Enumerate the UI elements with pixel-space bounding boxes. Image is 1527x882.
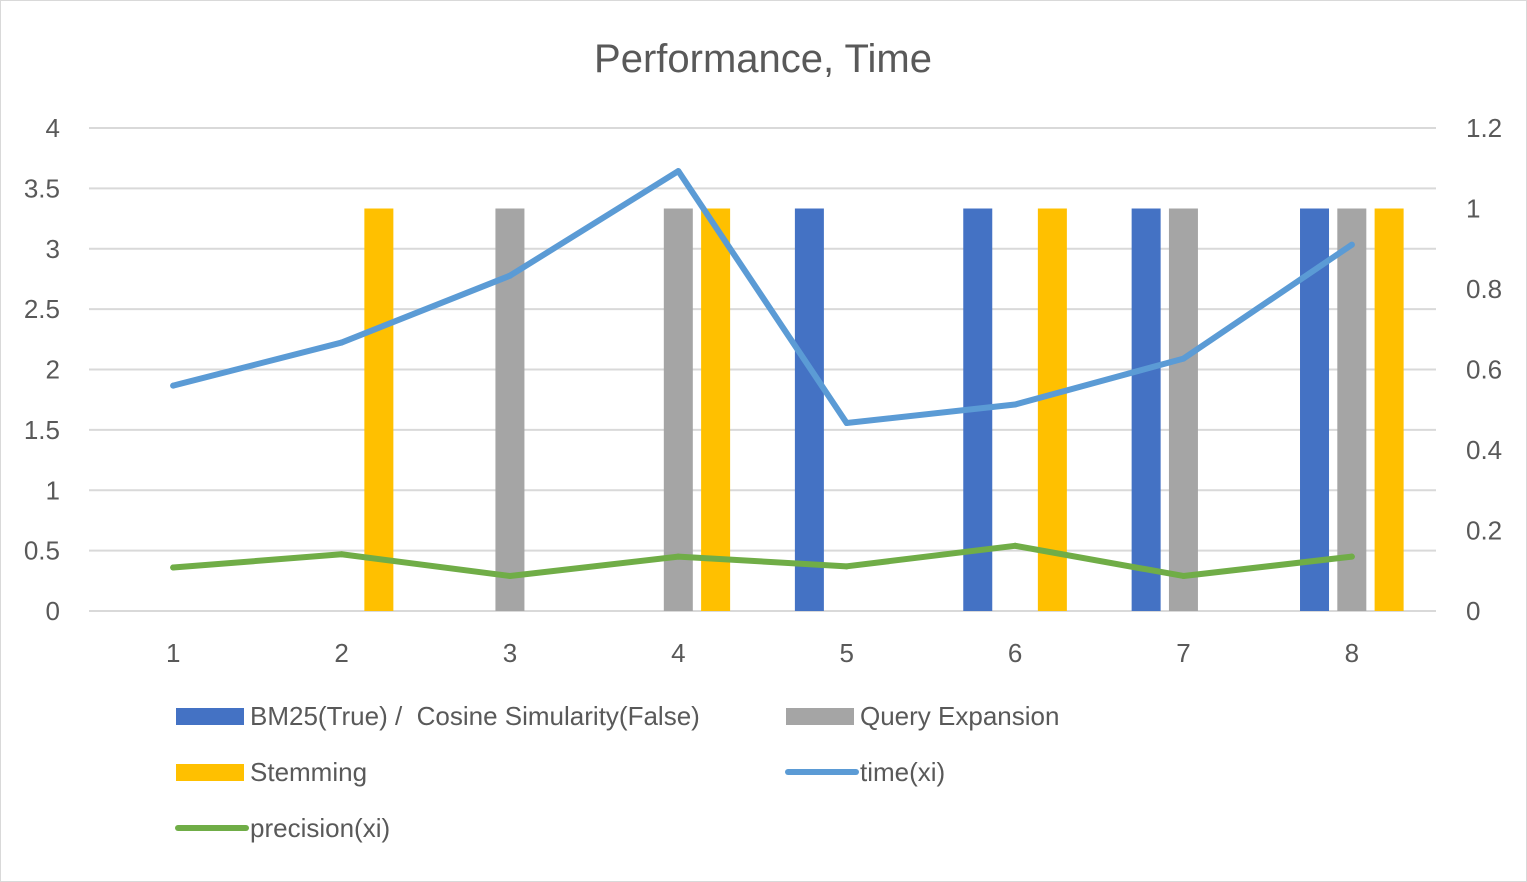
y-right-tick-label: 0 xyxy=(1466,596,1480,626)
y-right-tick-label: 1 xyxy=(1466,194,1480,224)
line-point xyxy=(1348,241,1355,248)
axes: 0 0.5 1 1.5 2 2.5 3 3.5 4 0 0.2 0.4 0.6 0.8 1 1.2 1 2 3 4 5 6… xyxy=(24,113,1502,668)
line-time xyxy=(170,168,1355,427)
legend-item: precision(xi) xyxy=(175,813,390,843)
bar-stemming xyxy=(1037,208,1067,611)
line-point xyxy=(1180,572,1187,579)
y-right-tick-label: 0.6 xyxy=(1466,355,1502,385)
legend: BM25(True) / Cosine Simularity(False) Que… xyxy=(175,701,1059,843)
y-right-tick-label: 1.2 xyxy=(1466,113,1502,143)
x-tick-label: 8 xyxy=(1345,638,1359,668)
x-tick-label: 1 xyxy=(166,638,180,668)
line-point xyxy=(338,551,345,558)
y-left-tick-label: 0.5 xyxy=(24,536,60,566)
y-right-tick-label: 0.2 xyxy=(1466,516,1502,546)
y-left-tick-label: 2.5 xyxy=(24,294,60,324)
gridlines xyxy=(89,127,1436,612)
bar-query-expansion xyxy=(1337,208,1367,611)
line-point xyxy=(1012,542,1019,549)
bar-bm25 xyxy=(794,208,824,611)
y-left-tick-label: 0 xyxy=(46,596,60,626)
legend-swatch xyxy=(176,708,244,725)
line-point xyxy=(843,420,850,427)
line-point xyxy=(675,553,682,560)
chart-title: Performance, Time xyxy=(594,37,932,81)
y-left-tick-label: 4 xyxy=(46,113,60,143)
bar-stemming xyxy=(1374,208,1404,611)
legend-item: Query Expansion xyxy=(786,701,1059,731)
y-right-tick-label: 0.8 xyxy=(1466,274,1502,304)
y-right-tick-label: 0.4 xyxy=(1466,435,1502,465)
bar-bm25 xyxy=(1131,208,1161,611)
line-point xyxy=(170,382,177,389)
line-point xyxy=(843,563,850,570)
bar-query-expansion xyxy=(663,208,693,611)
line-point xyxy=(338,339,345,346)
legend-item: time(xi) xyxy=(785,757,945,787)
legend-swatch xyxy=(786,708,854,725)
y-left-tick-label: 1.5 xyxy=(24,415,60,445)
legend-label: BM25(True) / Cosine Simularity(False) xyxy=(250,701,700,731)
line-precision xyxy=(170,542,1355,579)
legend-label: time(xi) xyxy=(860,757,945,787)
y-left-tick-label: 2 xyxy=(46,355,60,385)
legend-item: BM25(True) / Cosine Simularity(False) xyxy=(176,701,700,731)
bar-stemming xyxy=(701,208,731,611)
y-left-tick-label: 3.5 xyxy=(24,173,60,203)
legend-label: Query Expansion xyxy=(860,701,1059,731)
legend-label: precision(xi) xyxy=(250,813,390,843)
lines xyxy=(170,168,1355,579)
line-point xyxy=(1180,355,1187,362)
line-point xyxy=(506,572,513,579)
line-point xyxy=(1348,553,1355,560)
legend-item: Stemming xyxy=(176,757,367,787)
line-point xyxy=(506,272,513,279)
bar-query-expansion xyxy=(1168,208,1198,611)
line-point xyxy=(170,564,177,571)
y-left-tick-label: 3 xyxy=(46,234,60,264)
line-point xyxy=(675,168,682,175)
x-tick-label: 7 xyxy=(1176,638,1190,668)
x-tick-label: 4 xyxy=(671,638,685,668)
x-tick-label: 3 xyxy=(503,638,517,668)
x-tick-label: 5 xyxy=(839,638,853,668)
line-point xyxy=(1012,401,1019,408)
bar-stemming xyxy=(364,208,394,611)
legend-swatch xyxy=(176,764,244,781)
legend-label: Stemming xyxy=(250,757,367,787)
x-tick-label: 6 xyxy=(1008,638,1022,668)
y-left-tick-label: 1 xyxy=(46,475,60,505)
x-tick-label: 2 xyxy=(334,638,348,668)
